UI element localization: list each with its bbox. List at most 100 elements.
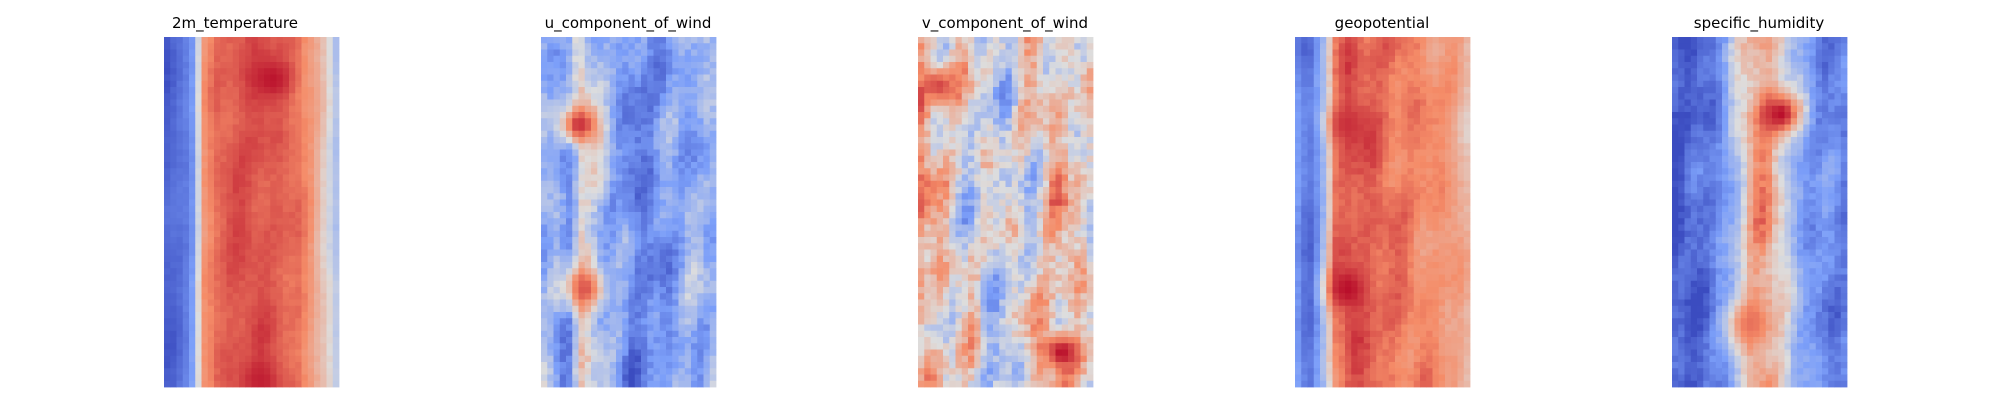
heatmap-cell [541, 318, 548, 325]
heatmap-cell [924, 280, 931, 288]
heatmap-cell [164, 255, 171, 263]
heatmap-cell [164, 43, 171, 50]
heatmap-cell [641, 299, 648, 307]
heatmap-cell [999, 362, 1006, 369]
heatmap-cell [591, 187, 598, 194]
heatmap-cell [678, 162, 686, 169]
heatmap-cell [301, 105, 309, 113]
heatmap-cell [201, 162, 209, 169]
heatmap-cell [578, 230, 586, 238]
heatmap-cell [541, 155, 548, 163]
heatmap-cell [1080, 118, 1088, 125]
heatmap-cell [251, 293, 259, 300]
heatmap-cell [1363, 49, 1371, 57]
heatmap-cell [603, 62, 611, 69]
heatmap-cell [1295, 93, 1302, 100]
heatmap-cell [609, 162, 617, 169]
heatmap-cell [641, 218, 648, 225]
heatmap-cell [182, 343, 190, 350]
heatmap-cell [547, 224, 554, 232]
heatmap-cell [282, 230, 290, 238]
heatmap-cell [684, 218, 692, 225]
heatmap-cell [691, 74, 698, 82]
heatmap-cell [226, 149, 234, 157]
heatmap-cell [251, 343, 259, 350]
heatmap-cell [1061, 243, 1069, 250]
heatmap-cell [164, 218, 171, 225]
heatmap-cell [653, 249, 661, 257]
heatmap-cell [974, 168, 981, 175]
heatmap-cell [616, 43, 623, 50]
heatmap-cell [1086, 312, 1094, 319]
heatmap-cell [924, 318, 931, 325]
heatmap-cell [301, 62, 309, 69]
heatmap-cell [616, 162, 623, 169]
heatmap-cell [974, 262, 981, 269]
heatmap-cell [1457, 80, 1465, 88]
heatmap-cell [245, 62, 252, 69]
heatmap-cell [326, 180, 334, 188]
heatmap-cell [201, 243, 209, 250]
heatmap-cell [936, 305, 944, 313]
heatmap-cell [214, 362, 221, 369]
heatmap-cell [1068, 287, 1075, 294]
heatmap-cell [282, 374, 290, 382]
heatmap-cell [930, 74, 938, 82]
heatmap-cell [684, 305, 692, 313]
heatmap-cell [566, 268, 573, 275]
heatmap-cell [1055, 205, 1063, 213]
heatmap-cell [559, 143, 567, 150]
heatmap-cell [170, 255, 177, 263]
heatmap-cell [924, 187, 931, 194]
heatmap-cell [597, 112, 604, 119]
heatmap-cell [245, 230, 252, 238]
heatmap-cell [195, 37, 202, 44]
heatmap-cell [314, 287, 321, 294]
heatmap-cell [332, 268, 340, 275]
heatmap-cell [176, 174, 184, 182]
heatmap-cell [232, 37, 240, 44]
heatmap-cell [226, 218, 234, 225]
heatmap-cell [1438, 55, 1446, 63]
heatmap-cell [999, 68, 1006, 75]
heatmap-cell [232, 318, 240, 325]
heatmap-cell [1043, 62, 1050, 69]
heatmap-cell [986, 162, 994, 169]
heatmap-cell [609, 349, 617, 357]
heatmap-cell [709, 243, 717, 250]
heatmap-cell [264, 49, 271, 57]
heatmap-cell [684, 68, 692, 75]
heatmap-cell [697, 318, 704, 325]
heatmap-cell [697, 199, 704, 207]
heatmap-cell [672, 243, 679, 250]
heatmap-cell [709, 268, 717, 275]
heatmap-cell [943, 330, 950, 338]
heatmap-cell [314, 174, 321, 182]
heatmap-cell [703, 330, 711, 338]
heatmap-cell [326, 237, 334, 244]
heatmap-cell [289, 162, 296, 169]
heatmap-cell [289, 274, 296, 282]
heatmap-cell [1049, 349, 1056, 357]
heatmap-cell [164, 205, 171, 213]
heatmap-cell [968, 112, 975, 119]
heatmap-cell [999, 218, 1006, 225]
heatmap-cell [1320, 49, 1327, 57]
heatmap-cell [709, 130, 717, 138]
heatmap-cell [684, 287, 692, 294]
heatmap-cell [541, 243, 548, 250]
heatmap-cell [245, 368, 252, 375]
heatmap-cell [189, 43, 196, 50]
heatmap-cell [666, 80, 673, 88]
heatmap-cell [628, 118, 636, 125]
heatmap-cell [578, 137, 586, 144]
heatmap-cell [968, 74, 975, 82]
heatmap-cell [251, 368, 259, 375]
heatmap-cell [257, 280, 265, 288]
heatmap-cell [572, 187, 579, 194]
heatmap-cell [214, 99, 221, 107]
heatmap-cell [282, 274, 290, 282]
heatmap-cell [955, 287, 963, 294]
heatmap-cell [697, 218, 704, 225]
heatmap-cell [578, 199, 586, 207]
